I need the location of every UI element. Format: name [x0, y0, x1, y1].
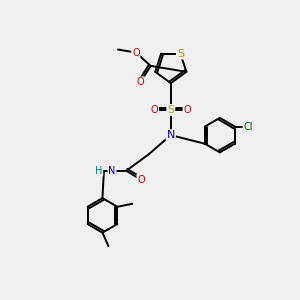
Text: S: S	[167, 105, 174, 115]
Text: N: N	[108, 166, 116, 176]
Text: S: S	[177, 49, 184, 58]
Text: O: O	[132, 47, 140, 58]
Text: Cl: Cl	[243, 122, 253, 131]
Text: O: O	[136, 77, 144, 87]
Text: O: O	[151, 105, 158, 115]
Text: H: H	[95, 166, 102, 176]
Text: O: O	[137, 175, 145, 185]
Text: N: N	[167, 130, 175, 140]
Text: O: O	[183, 105, 191, 115]
